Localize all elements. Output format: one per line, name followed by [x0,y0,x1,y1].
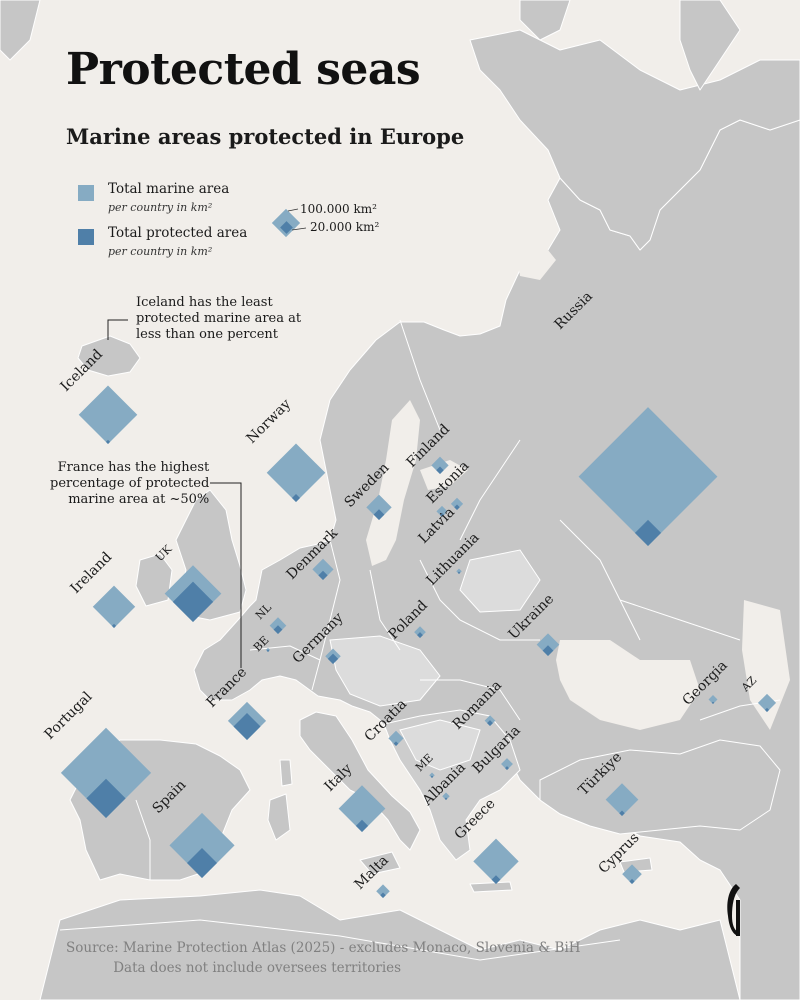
ireland-label: Ireland [68,549,116,597]
publisher-logo-icon [727,884,740,936]
source-note: Source: Marine Protection Atlas (2025) -… [66,940,581,976]
spain-total-square [169,812,235,878]
estonia-protected-square [454,504,460,510]
croatia-protected-square [393,741,399,746]
montenegro-protected-square [430,775,434,778]
legend-scale-small: 20.000 km² [310,220,380,234]
sweden-total-square [366,494,392,520]
ukraine-total-square [536,633,560,656]
sweden-protected-square [373,509,385,520]
page-subtitle: Marine areas protected in Europe [66,124,465,149]
albania-protected-square [444,797,448,800]
poland-protected-square [417,632,423,638]
france-protected-square [233,713,261,740]
estonia-total-square [450,497,464,510]
italy-total-square [338,785,386,832]
italy-protected-square [355,819,369,832]
iceland-total-square [78,385,138,444]
germany-protected-square [327,653,339,664]
ireland-total-square [92,585,136,628]
latvia-total-square [436,505,448,517]
greece-total-square [473,838,519,884]
ireland-protected-square [111,623,117,628]
norway-total-square [266,443,326,502]
page-title: Protected seas [66,44,421,95]
finland-total-square [431,456,449,474]
portugal-label: Portugal [42,688,96,742]
ukraine-protected-square [542,645,554,656]
legend-protected-swatch [78,229,94,245]
norway-protected-square [291,493,301,502]
france-annotation: France has the highest percentage of pro… [50,460,210,507]
denmark-protected-square [318,570,328,580]
finland-protected-square [436,466,444,474]
portugal-total-square [60,727,152,818]
legend-total-unit: per country in km² [108,201,213,214]
montenegro-total-square [429,772,435,778]
t-rkiye-protected-square [619,810,625,816]
iceland-protected-square [105,439,111,444]
lithuania-protected-square [457,571,461,574]
portugal-protected-square [86,778,126,818]
latvia-protected-square [439,512,445,517]
malta-protected-square [380,892,386,898]
netherlands-protected-square [273,625,283,634]
country-squares [60,385,777,898]
legend-scale-large: 100.000 km² [300,202,377,216]
legend-total-label: Total marine area [108,181,230,197]
legend-protected-label: Total protected area [108,225,248,241]
belgium-protected-square [266,649,270,652]
georgia-total-square [708,694,718,704]
norway-label: Norway [244,396,295,447]
annotation-leader-lines [107,319,242,668]
lithuania-total-square [456,568,462,574]
cyprus-protected-square [629,878,635,884]
albania-total-square [442,792,450,800]
romania-protected-square [487,720,493,726]
bulgaria-total-square [501,758,513,770]
legend-total-swatch [78,185,94,201]
azerbaijan-total-square [757,693,777,712]
croatia-total-square [388,730,404,746]
azerbaijan-protected-square [764,707,770,712]
malta-total-square [376,884,390,898]
greece-protected-square [491,875,501,884]
bulgaria-protected-square [505,766,509,770]
t-rkiye-total-square [605,783,639,816]
cyprus-total-square [622,864,642,884]
russia-protected-square [634,519,662,546]
denmark-total-square [312,558,334,580]
russia-total-square [578,407,718,546]
spain-protected-square [187,848,217,878]
georgia-protected-square [711,701,715,704]
uk-protected-square [172,581,214,622]
legend-protected-unit: per country in km² [108,245,213,258]
iceland-annotation: Iceland has the least protected marine a… [136,295,302,342]
